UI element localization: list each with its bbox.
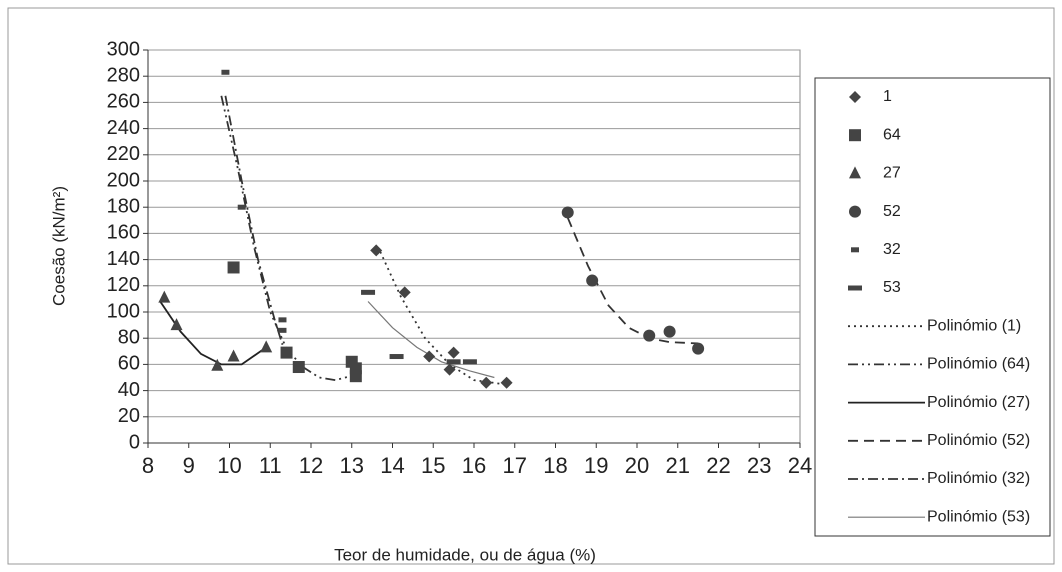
marker bbox=[237, 204, 246, 210]
marker bbox=[663, 325, 676, 338]
plot-area bbox=[147, 49, 801, 444]
legend-label: 64 bbox=[883, 126, 901, 143]
x-tick-label: 9 bbox=[183, 453, 195, 478]
legend-label: 1 bbox=[883, 88, 892, 105]
legend-label: Polinómio (64) bbox=[927, 356, 1030, 373]
y-tick-label: 60 bbox=[118, 353, 140, 375]
x-tick-label: 8 bbox=[142, 453, 154, 478]
marker bbox=[211, 358, 224, 371]
marker bbox=[462, 359, 477, 365]
x-tick-label: 14 bbox=[380, 453, 404, 478]
y-tick-label: 300 bbox=[107, 38, 140, 60]
marker bbox=[586, 274, 599, 287]
y-tick-label: 80 bbox=[118, 326, 140, 348]
legend-marker bbox=[849, 129, 861, 142]
marker bbox=[423, 350, 436, 363]
marker bbox=[292, 361, 305, 374]
trendline bbox=[224, 95, 284, 346]
marker bbox=[447, 346, 460, 359]
marker bbox=[692, 342, 705, 355]
x-tick-label: 16 bbox=[462, 453, 486, 478]
marker bbox=[280, 346, 293, 359]
marker bbox=[221, 69, 230, 75]
y-tick-label: 100 bbox=[107, 300, 140, 322]
y-tick-label: 180 bbox=[107, 195, 140, 217]
x-tick-label: 17 bbox=[503, 453, 527, 478]
legend-label: 32 bbox=[883, 241, 901, 258]
y-tick-label: 120 bbox=[107, 274, 140, 296]
legend-marker bbox=[848, 285, 862, 291]
x-tick-label: 24 bbox=[788, 453, 812, 478]
legend-marker bbox=[849, 166, 861, 179]
marker bbox=[500, 376, 513, 389]
legend-label: Polinómio (52) bbox=[927, 432, 1030, 449]
legend-label: 52 bbox=[883, 203, 901, 220]
marker bbox=[443, 363, 456, 376]
x-tick-label: 12 bbox=[299, 453, 323, 478]
x-tick-label: 22 bbox=[706, 453, 730, 478]
marker bbox=[643, 329, 656, 342]
legend-label: Polinómio (32) bbox=[927, 470, 1030, 487]
x-tick-label: 20 bbox=[625, 453, 649, 478]
x-tick-label: 19 bbox=[584, 453, 608, 478]
x-tick-label: 15 bbox=[421, 453, 445, 478]
marker bbox=[227, 349, 240, 362]
y-axis-label: Coesão (kN/m²) bbox=[49, 186, 68, 306]
marker bbox=[446, 359, 461, 365]
legend-label: Polinómio (1) bbox=[927, 317, 1021, 334]
legend-label: Polinómio (53) bbox=[927, 508, 1030, 525]
x-tick-label: 13 bbox=[340, 453, 364, 478]
legend-label: 27 bbox=[883, 165, 901, 182]
legend-box bbox=[814, 77, 1051, 537]
y-tick-label: 280 bbox=[107, 64, 140, 86]
marker bbox=[227, 261, 240, 274]
x-tick-label: 11 bbox=[259, 453, 282, 478]
legend-marker bbox=[851, 247, 859, 253]
y-tick-label: 200 bbox=[107, 169, 140, 191]
marker bbox=[398, 286, 411, 299]
x-tick-label: 10 bbox=[217, 453, 241, 478]
marker bbox=[278, 317, 287, 323]
y-tick-label: 20 bbox=[118, 405, 140, 427]
x-tick-label: 21 bbox=[666, 453, 690, 478]
marker bbox=[361, 289, 376, 295]
marker bbox=[370, 244, 383, 257]
y-tick-label: 260 bbox=[107, 91, 140, 113]
x-tick-label: 23 bbox=[747, 453, 771, 478]
trendline bbox=[566, 217, 699, 345]
marker bbox=[278, 327, 287, 333]
marker bbox=[480, 376, 493, 389]
y-tick-label: 0 bbox=[129, 431, 140, 453]
legend-marker bbox=[849, 91, 861, 103]
legend-label: 53 bbox=[883, 279, 901, 296]
x-tick-label: 18 bbox=[543, 453, 567, 478]
marker bbox=[260, 340, 273, 353]
y-tick-label: 40 bbox=[118, 379, 140, 401]
y-tick-label: 140 bbox=[107, 248, 140, 270]
legend-label: Polinómio (27) bbox=[927, 394, 1030, 411]
marker bbox=[170, 318, 183, 331]
x-axis-label: Teor de humidade, ou de água (%) bbox=[334, 545, 596, 564]
legend-marker bbox=[849, 205, 861, 218]
marker bbox=[389, 354, 404, 360]
y-tick-label: 160 bbox=[107, 222, 140, 244]
y-tick-label: 240 bbox=[107, 117, 140, 139]
trendline bbox=[379, 251, 503, 385]
y-tick-label: 220 bbox=[107, 143, 140, 165]
marker bbox=[349, 362, 362, 375]
marker bbox=[158, 290, 171, 303]
marker bbox=[561, 206, 574, 219]
